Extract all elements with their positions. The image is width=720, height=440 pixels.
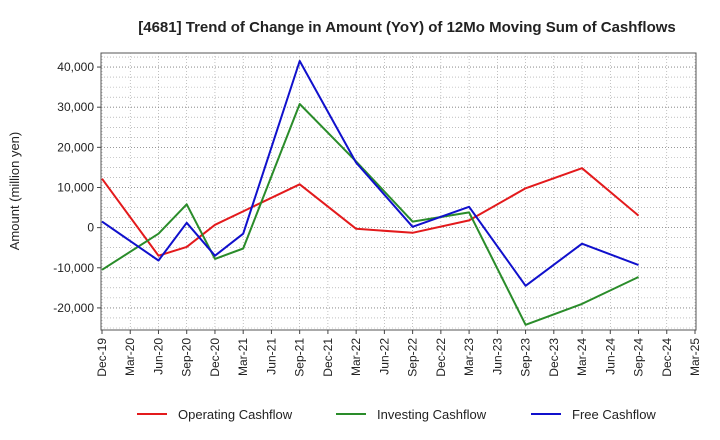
x-tick-label: Jun-24 [603,338,617,375]
x-tick-label: Jun-21 [264,338,278,375]
x-tick-label: Dec-23 [547,338,561,377]
x-tick-label: Sep-24 [632,338,646,377]
legend-label-operating: Operating Cashflow [178,407,293,422]
series-line-free-cashflow [101,60,639,287]
y-tick-label: 10,000 [57,180,94,194]
y-axis-ticks: 40,000 30,000 20,000 10,000 0 -10,000 -20,000 [53,60,101,315]
legend-label-investing: Investing Cashflow [377,407,487,422]
legend-item-operating: Operating Cashflow [137,407,293,422]
legend-item-investing: Investing Cashflow [336,407,487,422]
y-tick-label: -20,000 [53,301,94,315]
y-tick-label: 40,000 [57,60,94,74]
series-lines [101,60,640,326]
y-tick-label: 20,000 [57,140,94,154]
x-tick-label: Mar-24 [575,338,589,376]
x-tick-label: Sep-20 [180,338,194,377]
x-tick-label: Dec-19 [95,338,109,377]
x-tick-label: Sep-21 [293,338,307,377]
x-tick-label: Mar-25 [688,338,702,376]
x-tick-label: Sep-23 [519,338,533,377]
x-tick-label: Dec-21 [321,338,335,377]
x-tick-label: Jun-22 [377,338,391,375]
chart-title: [4681] Trend of Change in Amount (YoY) o… [138,19,676,36]
legend-label-free: Free Cashflow [572,407,656,422]
plot-area [100,52,697,331]
x-tick-label: Jun-23 [490,338,504,375]
x-tick-label: Jun-20 [151,338,165,375]
y-tick-label: -10,000 [53,261,94,275]
x-axis-ticks: Dec-19 Mar-20 Jun-20 Sep-20 Dec-20 Mar-21 Jun-… [95,330,702,377]
x-tick-label: Mar-21 [236,338,250,376]
x-tick-label: Dec-20 [208,338,222,377]
series-line-operating-cashflow [101,167,640,257]
series-line-investing-cashflow [101,103,639,326]
x-tick-label: Mar-22 [349,338,363,376]
y-axis-label: Amount (million yen) [7,132,22,251]
x-tick-label: Sep-22 [406,338,420,377]
y-tick-label: 0 [87,221,94,235]
legend-item-free: Free Cashflow [531,407,656,422]
x-tick-label: Dec-24 [660,338,674,377]
x-tick-label: Dec-22 [434,338,448,377]
y-tick-label: 30,000 [57,100,94,114]
legend: Operating Cashflow Investing Cashflow Fr… [137,407,656,422]
x-tick-label: Mar-20 [123,338,137,376]
x-tick-label: Mar-23 [462,338,476,376]
